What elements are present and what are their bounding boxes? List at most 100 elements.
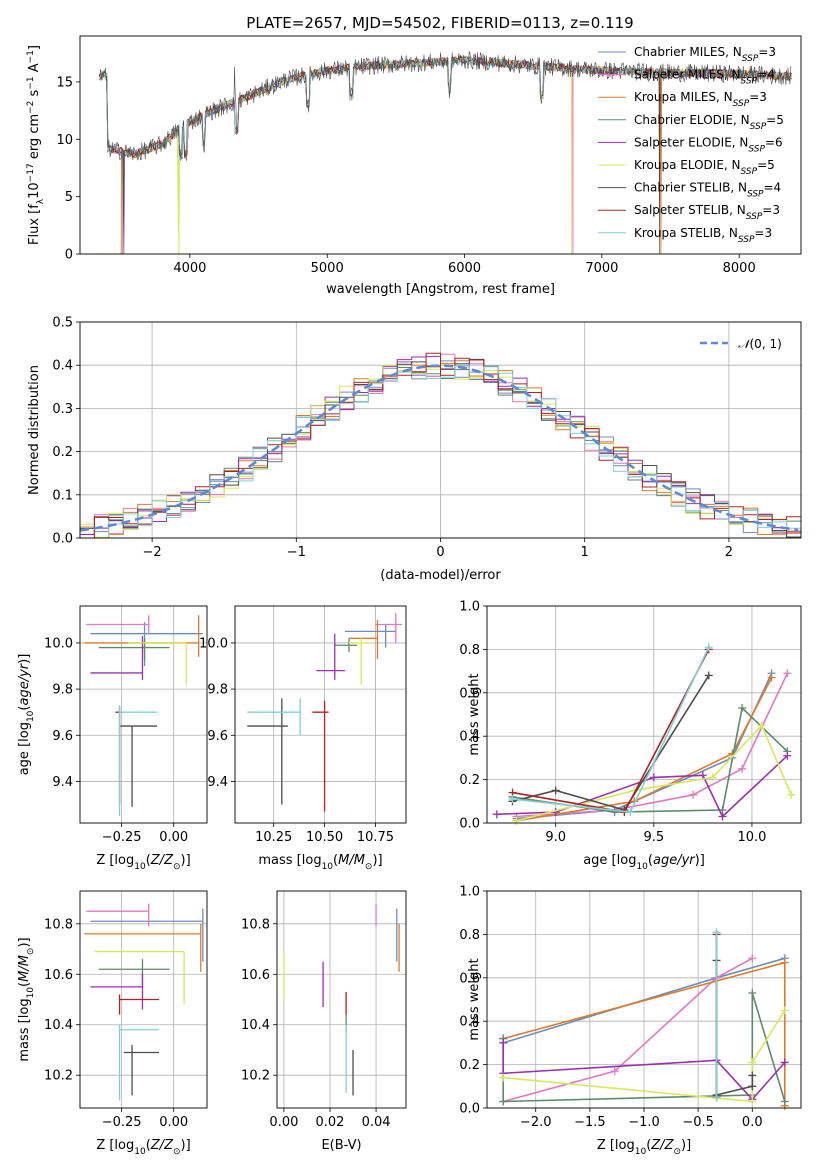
- y-axis-label: Normed distribution: [27, 365, 42, 495]
- axes-frame: [486, 605, 802, 824]
- axes-frame: [79, 321, 802, 539]
- legend-entry: Salpeter ELODIE, NSSP=6: [634, 135, 783, 154]
- plot-area-mass-vs-Z: [84, 903, 204, 1101]
- y-tick-label: 9.6: [207, 729, 228, 744]
- x-axis-label: age [log10(age/yr)]: [583, 853, 705, 872]
- legend-sub: SSP: [748, 144, 765, 154]
- series-marker: [649, 773, 658, 782]
- y-tick-label: 9.6: [52, 729, 73, 744]
- label-part: Z/Z: [150, 853, 174, 868]
- axes-frame: [79, 35, 802, 255]
- x-tick-label: 0.02: [316, 1115, 345, 1130]
- axes-massweight-vs-Z: −2.0 −1.5 −1.0 −0.5 0.0 0.0 0.2 0.4 0.6 0.8 1.0: [459, 885, 802, 1130]
- label-part: Flux [f: [27, 204, 42, 245]
- series-line: [512, 674, 710, 811]
- series-marker: [492, 810, 501, 819]
- label-part: age/yr: [17, 662, 32, 705]
- label-part: −2: [26, 101, 36, 114]
- legend-tail: =3: [762, 203, 780, 217]
- series-marker: [626, 808, 635, 817]
- series-marker: [738, 764, 747, 773]
- y-tick-label: 9.4: [52, 775, 73, 790]
- plot-area-spectrum: [98, 51, 792, 255]
- label-part: λ: [36, 198, 46, 204]
- y-tick-label: 0.6: [459, 686, 480, 701]
- legend-text: Kroupa STELIB, N: [634, 226, 738, 240]
- y-tick-label: 10: [56, 133, 73, 148]
- y-tick-label: 0: [65, 248, 73, 263]
- y-tick-label: 10.0: [199, 636, 228, 651]
- x-tick-label: −1.0: [628, 1115, 660, 1130]
- x-tick-label: 7000: [585, 261, 618, 276]
- label-part: Z/Z: [150, 1138, 174, 1153]
- x-axis-label: wavelength [Angstrom, rest frame]: [326, 282, 555, 297]
- series-line: [516, 672, 789, 818]
- label-part: (: [646, 1138, 651, 1153]
- legend-tail: =3: [749, 90, 767, 104]
- series-marker: [783, 751, 792, 760]
- y-tick-label: 9.4: [207, 775, 228, 790]
- legend-sub: SSP: [746, 212, 763, 222]
- x-axis-label: Z [log10(Z/Z⊙)]: [597, 1138, 691, 1157]
- series-marker: [780, 1058, 789, 1067]
- series-marker: [767, 673, 776, 682]
- label-part: (: [146, 1138, 151, 1153]
- label-part: A: [27, 63, 42, 76]
- series-marker: [748, 1082, 757, 1091]
- plot-area-age-vs-mass: [247, 612, 402, 812]
- series-marker: [712, 928, 721, 937]
- legend-entry: Chabrier STELIB, NSSP=4: [634, 181, 781, 200]
- y-tick-label: 10.6: [44, 968, 73, 983]
- series-marker: [738, 703, 747, 712]
- legend-text: Chabrier ELODIE, N: [634, 113, 750, 127]
- legend-tail: =3: [754, 226, 772, 240]
- label-part: mass [log: [17, 998, 32, 1061]
- label-part: 10: [635, 1147, 647, 1157]
- series-marker: [712, 1093, 721, 1102]
- series-line: [512, 649, 710, 813]
- label-part: 10: [134, 1147, 146, 1157]
- series-line: [715, 960, 754, 1097]
- x-tick-label: 9.0: [545, 830, 566, 845]
- x-tick-label: −0.25: [102, 1115, 142, 1130]
- plot-area-age-vs-Z: [84, 615, 203, 817]
- legend-text: Kroupa MILES, N: [634, 90, 733, 104]
- legend-sub: SSP: [747, 190, 764, 200]
- series-marker: [748, 1097, 757, 1106]
- legend-tail: =6: [765, 135, 783, 149]
- label-part: 10: [26, 710, 36, 722]
- legend-sub: SSP: [741, 167, 758, 177]
- y-tick-label: 10.8: [241, 917, 270, 932]
- label-part: (: [146, 853, 151, 868]
- y-tick-label: 0.4: [459, 1015, 480, 1030]
- label-part: M/M: [338, 853, 365, 868]
- y-tick-label: 10.2: [241, 1069, 270, 1084]
- label-part: −1: [26, 76, 36, 89]
- legend-text: 𝒩: [738, 337, 753, 351]
- legend-tail: =5: [757, 158, 775, 172]
- x-tick-label: −0.25: [102, 830, 142, 845]
- x-tick-label: 9.5: [643, 830, 664, 845]
- y-tick-label: 10.4: [241, 1018, 270, 1033]
- legend-tail: =3: [758, 45, 776, 59]
- x-tick-label: 10.75: [357, 830, 394, 845]
- axes-frame: [79, 605, 208, 824]
- legend-text: Salpeter STELIB, N: [634, 203, 746, 217]
- legend-entry: Chabrier ELODIE, NSSP=5: [634, 113, 784, 132]
- plot-area-massweight-vs-Z: [499, 928, 789, 1110]
- label-part: ⊙: [365, 862, 373, 872]
- x-axis-label: mass [log10(M/M⊙)]: [258, 853, 382, 872]
- axes-age-vs-mass: 10.25 10.50 10.75 9.4 9.6 9.8 10.0: [199, 605, 407, 845]
- series-marker: [748, 954, 757, 963]
- plot-area-mass-vs-ebv: [283, 903, 400, 1096]
- legend-entry: Chabrier MILES, NSSP=3: [634, 45, 776, 64]
- y-tick-label: 1.0: [459, 885, 480, 900]
- label-part: )]: [17, 937, 32, 947]
- y-tick-label: 9.8: [52, 683, 73, 698]
- y-tick-label: 15: [56, 75, 73, 90]
- x-tick-label: 0.00: [159, 1115, 188, 1130]
- y-tick-label: 10.6: [241, 968, 270, 983]
- label-part: Z [log: [96, 1138, 134, 1153]
- series-marker: [610, 1067, 619, 1076]
